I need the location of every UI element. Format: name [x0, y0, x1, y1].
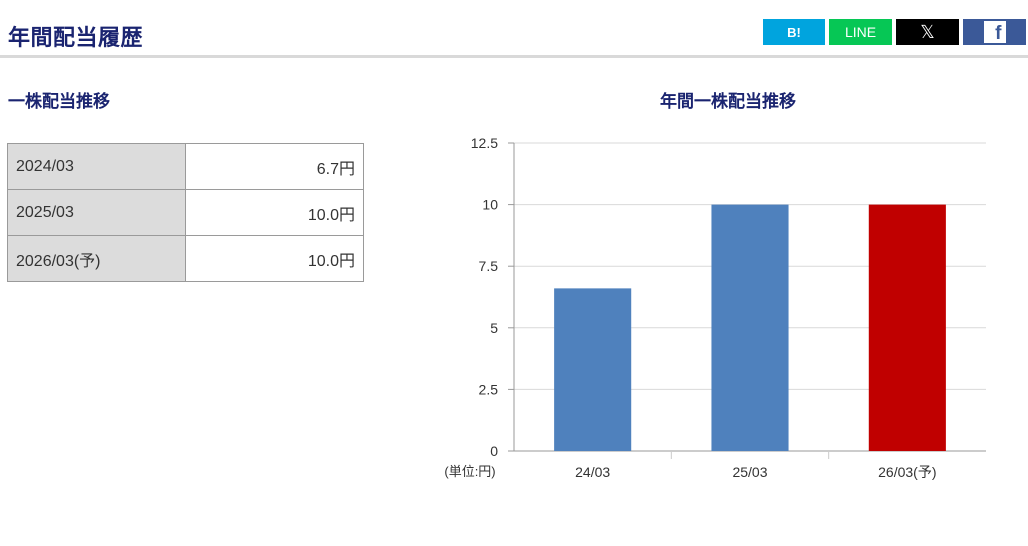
period-cell: 2025/03 — [7, 189, 186, 236]
x-tick-label: 25/03 — [732, 464, 767, 480]
dividend-history-heading: 一株配当推移 — [8, 92, 110, 112]
page-title: 年間配当履歴 — [8, 26, 144, 51]
x-share-button[interactable]: 𝕏 — [896, 19, 959, 45]
line-icon: LINE — [844, 24, 877, 40]
y-tick-label: 5 — [490, 320, 498, 336]
table-row: 2026/03(予) 10.0円 — [7, 235, 364, 282]
amount-cell: 6.7円 — [185, 143, 364, 190]
dividend-chart-heading: 年間一株配当推移 — [660, 92, 796, 112]
y-tick-label: 2.5 — [479, 381, 499, 397]
amount-cell: 10.0円 — [185, 235, 364, 282]
period-cell: 2026/03(予) — [7, 235, 186, 282]
facebook-icon: f — [983, 21, 1006, 43]
y-tick-label: 7.5 — [479, 258, 499, 274]
y-tick-label: 10 — [482, 197, 498, 213]
x-tick-label: 24/03 — [575, 464, 610, 480]
period-cell: 2024/03 — [7, 143, 186, 190]
unit-label: (単位:円) — [444, 464, 495, 479]
amount-cell: 10.0円 — [185, 189, 364, 236]
share-bar: B! LINE 𝕏 f — [763, 19, 1026, 45]
hatena-bookmark-button[interactable]: B! — [763, 19, 825, 45]
y-tick-label: 12.5 — [471, 135, 498, 151]
x-tick-label: 26/03(予) — [878, 464, 936, 480]
hatena-icon: B! — [787, 24, 801, 40]
bar — [554, 288, 632, 451]
facebook-share-button[interactable]: f — [963, 19, 1026, 45]
table-row: 2024/03 6.7円 — [7, 143, 364, 190]
x-icon: 𝕏 — [920, 21, 935, 42]
bar — [711, 204, 789, 451]
page-header: 年間配当履歴 B! LINE 𝕏 f — [0, 0, 1028, 58]
line-share-button[interactable]: LINE — [829, 19, 892, 45]
dividend-table: 2024/03 6.7円 2025/03 10.0円 2026/03(予) 10… — [7, 143, 364, 282]
y-tick-label: 0 — [490, 443, 498, 459]
dividend-chart: 0 2.5 5 7.5 10 12.5 (単位:円) 24/03 25/03 26/03(予) — [430, 128, 1028, 488]
dividend-bar-chart: 0 2.5 5 7.5 10 12.5 (単位:円) 24/03 25/03 26/03(予) — [444, 135, 986, 480]
table-row: 2025/03 10.0円 — [7, 189, 364, 236]
bar — [868, 204, 946, 451]
